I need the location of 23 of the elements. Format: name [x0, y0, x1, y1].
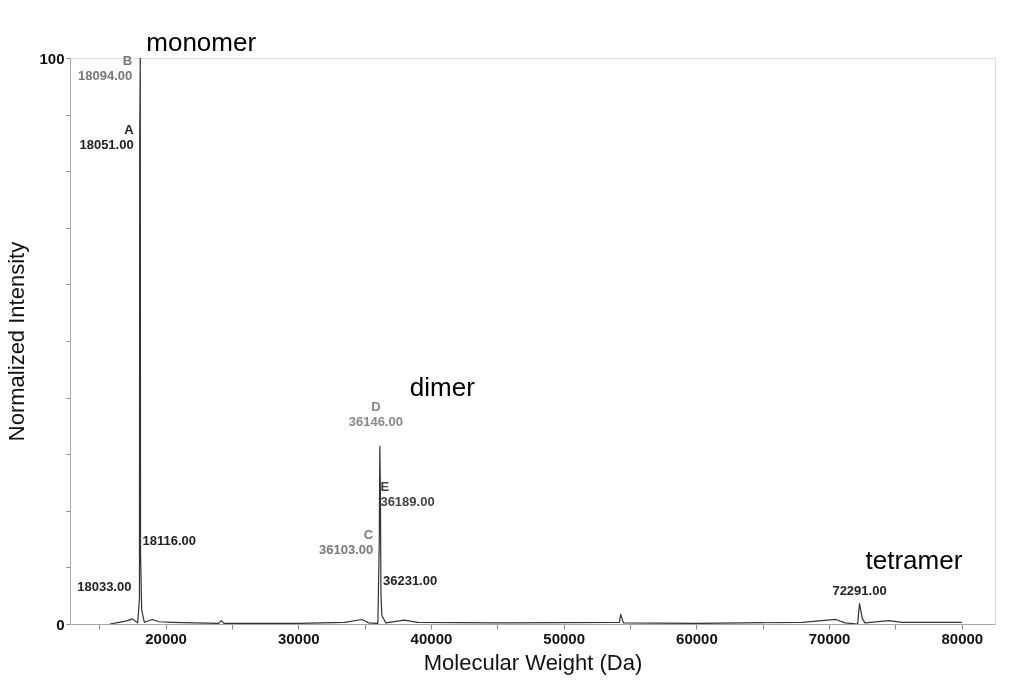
x-tick-label: 70000	[808, 629, 851, 647]
annotation: monomer	[146, 27, 257, 57]
x-tick-label: 50000	[543, 629, 586, 647]
annotation: 72291.00	[832, 582, 887, 598]
x-tick-label: 20000	[145, 629, 187, 647]
annotation: C 36103.00	[319, 526, 374, 557]
x-tick-label: 40000	[410, 629, 453, 647]
y-axis-title: Normalized Intensity	[4, 241, 30, 442]
x-tick-label: 80000	[941, 629, 984, 647]
y-tick-label: 0	[56, 615, 65, 633]
x-tick-label: 60000	[676, 629, 718, 647]
annotation: B 18094.00	[78, 53, 133, 83]
annotation: 36231.00	[382, 573, 438, 588]
annotation: tetramer	[865, 544, 963, 575]
x-tick-label: 30000	[277, 629, 320, 647]
annotation: A 18051.00	[79, 122, 135, 153]
annotation: 18116.00	[142, 532, 197, 548]
x-axis-title: Molecular Weight (Da)	[423, 649, 643, 675]
annotation: 18033.00	[77, 578, 132, 594]
annotation: dimer	[409, 372, 476, 403]
annotation: D 36146.00	[348, 399, 403, 430]
y-tick-label: 100	[39, 49, 65, 67]
annotation: E 36189.00	[380, 479, 435, 510]
